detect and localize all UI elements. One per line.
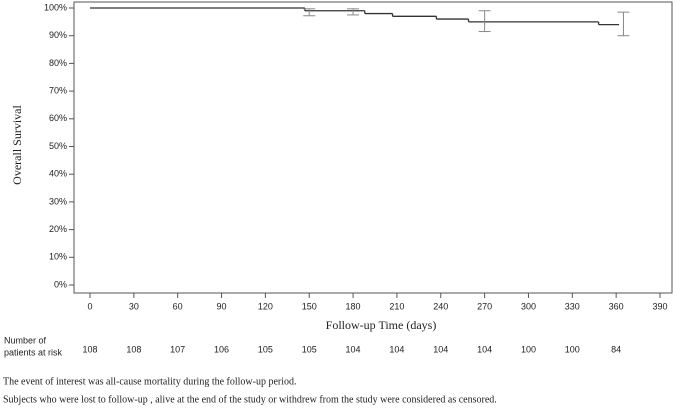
x-tick-label: 30 [129, 301, 139, 311]
x-tick-label: 330 [565, 301, 580, 311]
y-tick-label: 20% [49, 224, 67, 234]
at-risk-count: 107 [170, 344, 185, 354]
x-tick-label: 0 [87, 301, 92, 311]
x-tick-label: 150 [302, 301, 317, 311]
x-tick-label: 120 [258, 301, 273, 311]
x-tick-label: 270 [477, 301, 492, 311]
at-risk-label: Number of [4, 335, 47, 345]
y-tick-label: 40% [49, 169, 67, 179]
at-risk-label: patients at risk [4, 347, 63, 357]
at-risk-count: 104 [433, 344, 448, 354]
y-tick-label: 30% [49, 196, 67, 206]
x-axis-title: Follow-up Time (days) [326, 318, 437, 332]
x-tick-label: 180 [346, 301, 361, 311]
y-tick-label: 0% [54, 279, 67, 289]
at-risk-count: 105 [258, 344, 273, 354]
x-tick-label: 390 [652, 301, 667, 311]
at-risk-count: 100 [565, 344, 580, 354]
plot-frame [73, 1, 673, 294]
y-tick-label: 90% [49, 30, 67, 40]
x-tick-label: 210 [389, 301, 404, 311]
y-tick-label: 10% [49, 252, 67, 262]
at-risk-count: 104 [477, 344, 492, 354]
footnote: The event of interest was all-cause mort… [3, 376, 297, 387]
y-axis-title: Overall Survival [10, 105, 24, 185]
at-risk-count: 104 [389, 344, 404, 354]
footnote: Subjects who were lost to follow-up , al… [3, 394, 497, 405]
x-tick-label: 90 [217, 301, 227, 311]
y-tick-label: 50% [49, 141, 67, 151]
at-risk-count: 108 [82, 344, 97, 354]
at-risk-count: 106 [214, 344, 229, 354]
at-risk-count: 108 [126, 344, 141, 354]
x-tick-label: 60 [173, 301, 183, 311]
x-tick-label: 240 [433, 301, 448, 311]
at-risk-count: 84 [611, 344, 621, 354]
at-risk-count: 104 [346, 344, 361, 354]
y-tick-label: 60% [49, 113, 67, 123]
y-tick-label: 70% [49, 85, 67, 95]
x-tick-label: 300 [521, 301, 536, 311]
y-tick-label: 100% [44, 2, 67, 12]
x-tick-label: 360 [609, 301, 624, 311]
at-risk-count: 100 [521, 344, 536, 354]
at-risk-count: 105 [302, 344, 317, 354]
y-tick-label: 80% [49, 58, 67, 68]
